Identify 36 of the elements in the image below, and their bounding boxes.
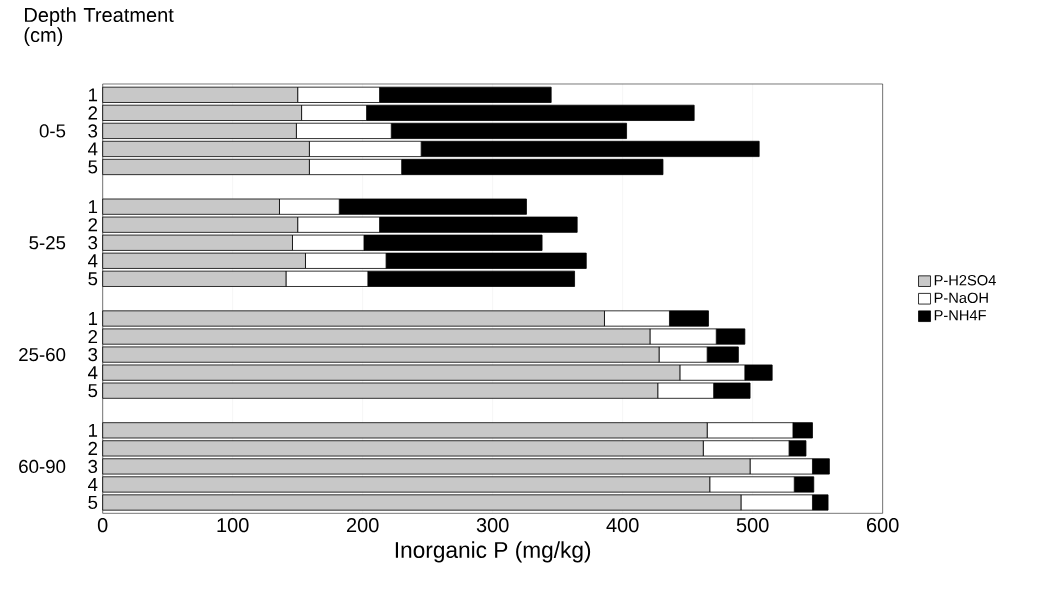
x-tick-label: 200: [346, 518, 379, 533]
x-tick-label: 300: [476, 518, 509, 533]
x-tick-label: 400: [606, 518, 639, 533]
y-tick-label: 4: [88, 366, 98, 380]
y-tick-label: 2: [88, 330, 98, 344]
y-tick-label: 1: [89, 88, 98, 102]
text: 60-90: [19, 459, 66, 474]
y-tick-label: 3: [88, 459, 98, 474]
legend-label: P-H2SO4: [934, 275, 996, 286]
x-tick-label: 0: [97, 518, 108, 533]
y-tick-label: 5: [88, 384, 98, 398]
text: 25-60: [19, 347, 66, 362]
x-axis-title: Inorganic P (mg/kg): [395, 541, 591, 563]
y-tick-label: 4: [88, 254, 98, 268]
x-tick-label: 500: [736, 518, 769, 533]
legend-label: P-NH4F: [934, 310, 986, 321]
text: 5-25: [29, 236, 66, 250]
y-tick-label: 1: [89, 423, 98, 437]
y-tick-label: 2: [88, 218, 98, 232]
y-tick-label: 4: [88, 478, 98, 491]
y-tick-label: 5: [88, 272, 98, 286]
x-tick-label: 100: [217, 518, 249, 533]
legend-label: P-NaOH: [934, 292, 988, 303]
y-tick-label: 3: [88, 236, 98, 250]
y-tick-label: 2: [88, 106, 98, 120]
y-tick-label: 1: [89, 200, 98, 214]
y-tick-label: 2: [88, 441, 98, 455]
y-tick-label: 3: [88, 124, 98, 138]
y-tick-label: 3: [88, 347, 98, 362]
y-tick-label: 1: [89, 312, 98, 325]
y-tick-label: 5: [88, 495, 98, 510]
text: 0-5: [39, 124, 66, 138]
y-tick-label: 4: [88, 142, 98, 156]
x-tick-label: 600: [867, 518, 899, 533]
y-tick-label: 5: [88, 160, 98, 174]
y-axis-title: Depth Treatment (cm): [24, 7, 174, 46]
